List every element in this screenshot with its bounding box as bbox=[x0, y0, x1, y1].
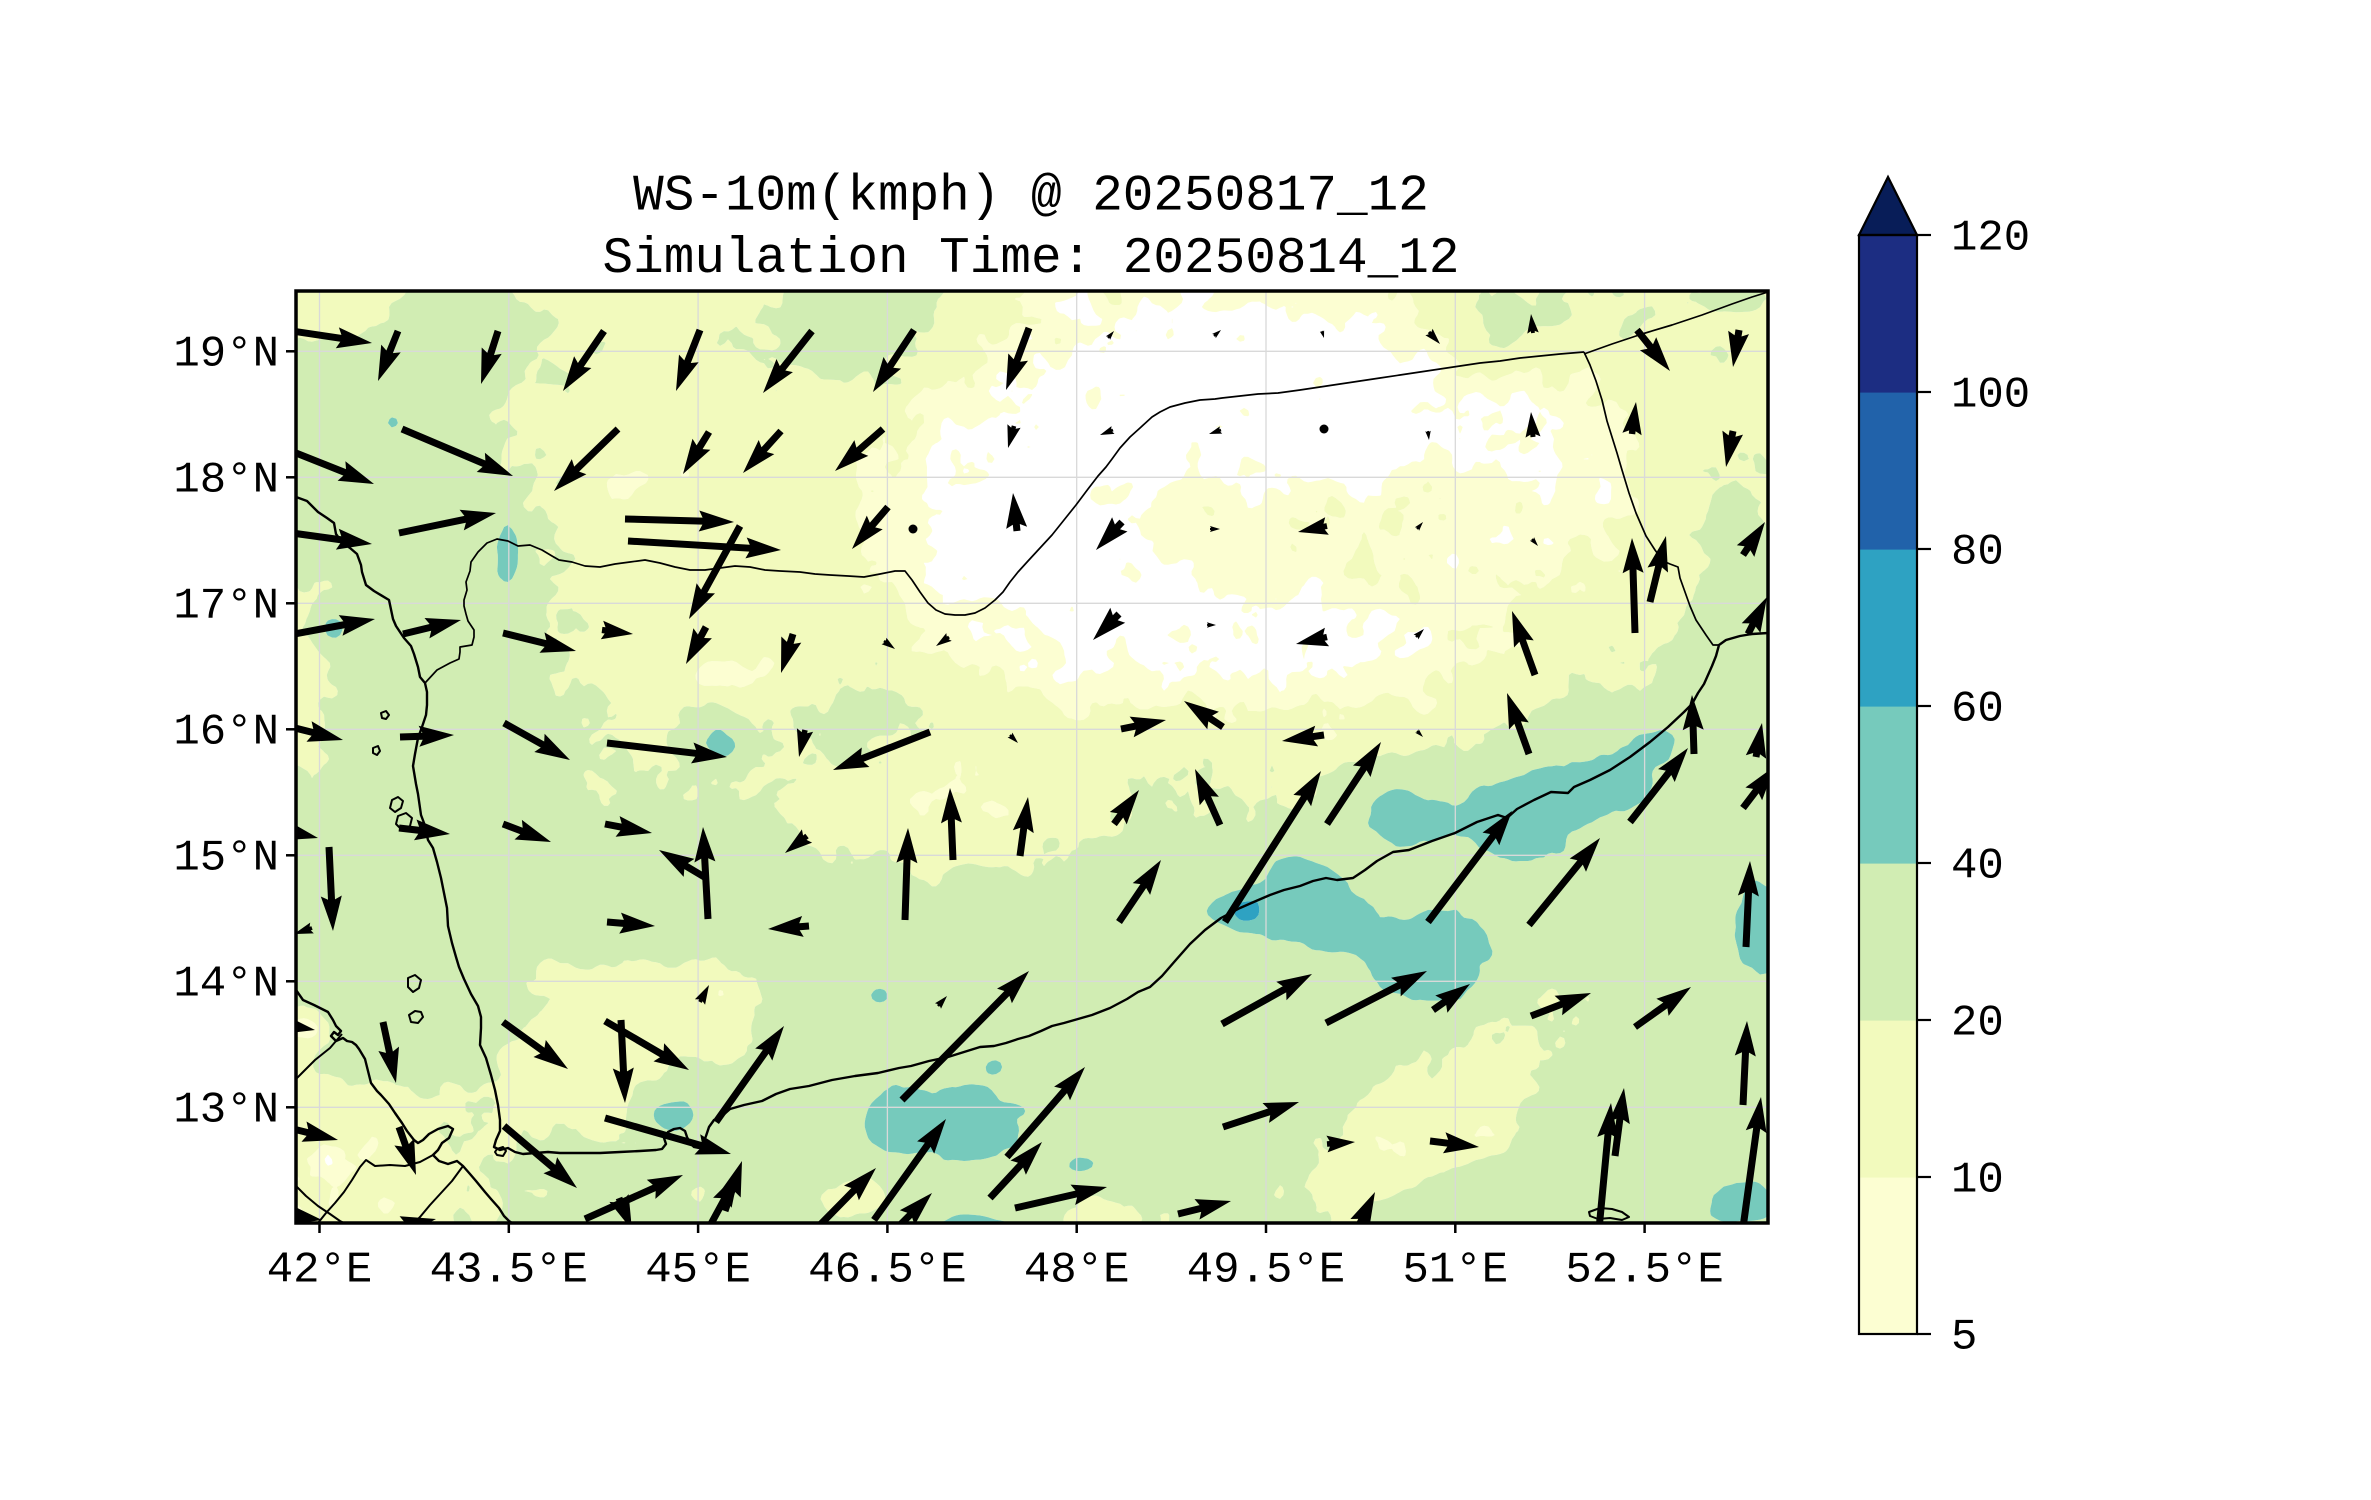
svg-text:52.5°E: 52.5°E bbox=[1565, 1246, 1723, 1296]
svg-text:5: 5 bbox=[1951, 1312, 1977, 1362]
svg-text:40: 40 bbox=[1951, 841, 2004, 891]
svg-text:18°N: 18°N bbox=[173, 456, 279, 506]
svg-text:15°N: 15°N bbox=[173, 834, 279, 884]
svg-text:43.5°E: 43.5°E bbox=[430, 1246, 588, 1296]
svg-text:14°N: 14°N bbox=[173, 960, 279, 1010]
svg-text:60: 60 bbox=[1951, 684, 2004, 734]
svg-text:120: 120 bbox=[1951, 213, 2030, 263]
svg-text:19°N: 19°N bbox=[173, 330, 279, 380]
svg-text:16°N: 16°N bbox=[173, 708, 279, 758]
svg-text:Simulation Time: 20250814_12: Simulation Time: 20250814_12 bbox=[603, 231, 1460, 288]
svg-text:13°N: 13°N bbox=[173, 1086, 279, 1136]
svg-text:51°E: 51°E bbox=[1402, 1246, 1508, 1296]
svg-text:100: 100 bbox=[1951, 370, 2030, 420]
svg-text:42°E: 42°E bbox=[267, 1246, 373, 1296]
svg-text:17°N: 17°N bbox=[173, 582, 279, 632]
svg-text:46.5°E: 46.5°E bbox=[808, 1246, 966, 1296]
svg-text:80: 80 bbox=[1951, 527, 2004, 577]
svg-text:WS-10m(kmph) @ 20250817_12: WS-10m(kmph) @ 20250817_12 bbox=[633, 169, 1429, 226]
svg-text:20: 20 bbox=[1951, 998, 2004, 1048]
svg-text:10: 10 bbox=[1951, 1155, 2004, 1205]
svg-text:45°E: 45°E bbox=[645, 1246, 751, 1296]
svg-text:48°E: 48°E bbox=[1024, 1246, 1130, 1296]
svg-text:49.5°E: 49.5°E bbox=[1187, 1246, 1345, 1296]
